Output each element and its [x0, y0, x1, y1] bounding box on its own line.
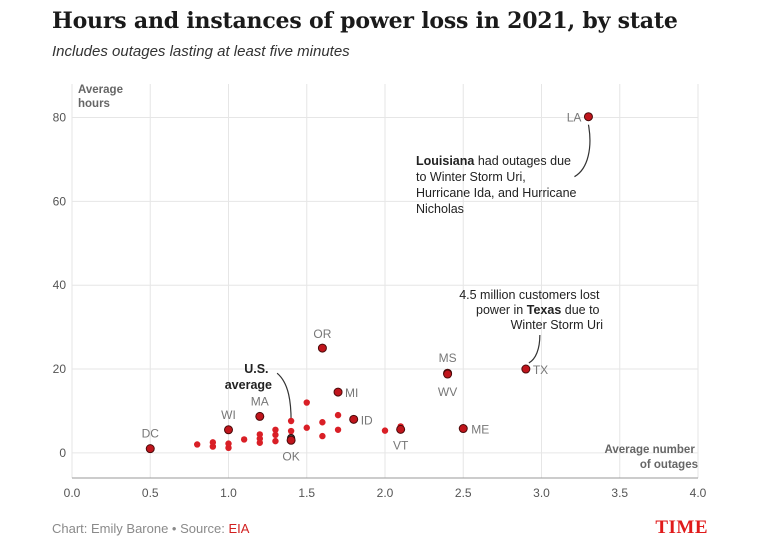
- state-point: [272, 431, 279, 439]
- state-point: [334, 426, 342, 433]
- scatter-chart: 0.0 0.5 1.0 1.5 2.0 2.5 3.0 3.5 4.0 0 20 40 60 80 LA O…: [53, 84, 707, 500]
- state-point: [381, 427, 389, 434]
- y-tick-label: 40: [53, 278, 67, 292]
- x-tick-label: 2.5: [455, 486, 472, 500]
- point-dc: [145, 444, 155, 454]
- credit-text: Chart: Emily Barone • Source:: [52, 521, 229, 536]
- label-dc: DC: [142, 427, 160, 441]
- state-point: [272, 437, 279, 445]
- state-point: [303, 399, 310, 406]
- louisiana-annotation: Louisiana had outages due to Winter Stor…: [416, 154, 580, 216]
- x-tick-label: 4.0: [690, 486, 707, 500]
- label-me: ME: [471, 423, 489, 437]
- point-mi: [333, 387, 343, 397]
- state-point: [225, 440, 232, 447]
- state-point: [303, 424, 310, 431]
- point-wi: [224, 425, 233, 435]
- texas-annotation: 4.5 million customers lost power in Texa…: [459, 288, 603, 332]
- chart-credit: Chart: Emily Barone • Source: EIA: [52, 521, 249, 536]
- x-axis-label: Average number of outages: [604, 444, 698, 471]
- point-vt: [396, 424, 406, 434]
- state-point: [319, 432, 326, 440]
- label-wi: WI: [221, 408, 236, 422]
- state-point: [209, 439, 217, 446]
- annotation-connectors: [276, 124, 591, 422]
- label-id: ID: [361, 413, 373, 427]
- state-point: [287, 427, 295, 435]
- x-tick-label: 0.5: [142, 486, 159, 500]
- point-tx: [521, 364, 531, 374]
- point-or: [317, 343, 327, 353]
- point-me: [458, 424, 468, 434]
- source-link[interactable]: EIA: [228, 521, 250, 536]
- point-ok: [286, 435, 296, 445]
- label-mi: MI: [345, 386, 358, 400]
- axes: 0.0 0.5 1.0 1.5 2.0 2.5 3.0 3.5 4.0 0 20 40 60 80: [53, 111, 707, 500]
- y-tick-label: 60: [53, 194, 67, 208]
- grid-lines: [71, 84, 699, 478]
- state-point: [194, 441, 201, 448]
- x-tick-label: 0.0: [64, 486, 81, 500]
- label-ok: OK: [282, 449, 299, 463]
- us-average-connector: [276, 372, 292, 422]
- label-tx: TX: [533, 363, 548, 377]
- point-ma: [255, 411, 265, 421]
- time-logo: TIME: [655, 517, 708, 538]
- state-point: [256, 431, 263, 438]
- state-point: [272, 426, 279, 433]
- state-point: [334, 411, 342, 419]
- label-or: OR: [313, 327, 331, 341]
- us-average-label: U.S. average: [225, 362, 272, 392]
- y-axis-label: Average hours: [78, 84, 126, 110]
- label-la: LA: [567, 111, 582, 125]
- y-tick-label: 80: [53, 111, 67, 125]
- state-point: [287, 417, 295, 425]
- state-point: [240, 436, 248, 443]
- data-points: [145, 112, 593, 454]
- point-la: [583, 112, 593, 122]
- chart-subtitle: Includes outages lasting at least five m…: [52, 43, 350, 60]
- x-tick-label: 1.0: [220, 486, 237, 500]
- label-vt: VT: [393, 438, 409, 452]
- x-tick-label: 2.0: [377, 486, 394, 500]
- point-wv: [443, 369, 453, 379]
- y-tick-label: 0: [59, 446, 66, 460]
- state-point: [319, 419, 326, 426]
- x-tick-label: 3.5: [611, 486, 628, 500]
- label-wv: WV: [438, 385, 457, 399]
- texas-connector: [528, 335, 541, 364]
- label-ms: MS: [439, 351, 457, 365]
- louisiana-connector: [574, 124, 591, 178]
- chart-title: Hours and instances of power loss in 202…: [52, 8, 678, 34]
- point-labels: LA OR TX MS WV MI MA ID ME WI VT OK DC: [142, 111, 582, 464]
- label-ma: MA: [251, 394, 269, 408]
- x-tick-label: 1.5: [298, 486, 315, 500]
- point-id: [349, 414, 359, 424]
- y-tick-label: 20: [53, 362, 67, 376]
- x-tick-label: 3.0: [533, 486, 550, 500]
